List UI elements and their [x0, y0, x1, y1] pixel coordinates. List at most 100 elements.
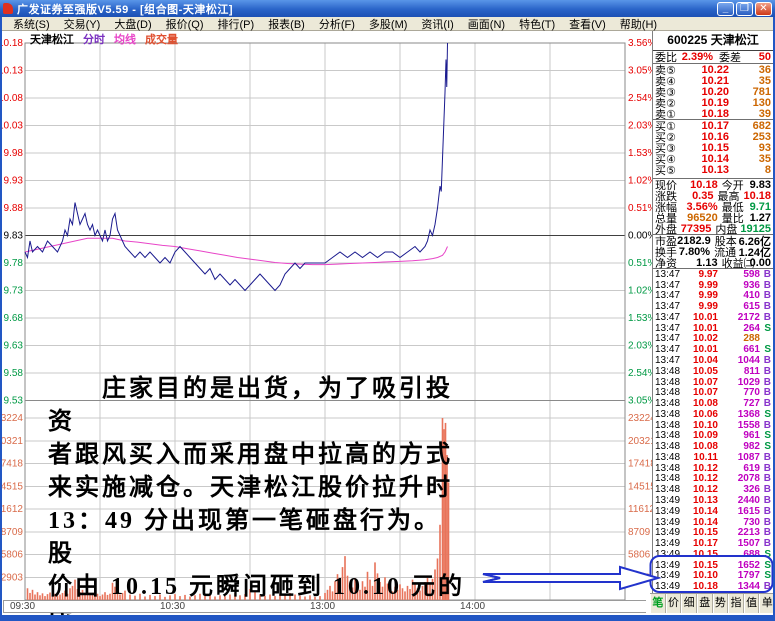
ask-level-row: 卖⑤ 10.22 36	[655, 63, 771, 77]
ask-level-row: 卖① 10.18 39	[655, 107, 771, 121]
transaction-row: 13:48 10.08 982 S	[655, 441, 771, 453]
svg-text:8709: 8709	[1, 527, 24, 538]
svg-text:10.13: 10.13	[0, 66, 23, 77]
menu-bar: 系统(S) 交易(Y) 大盘(D) 报价(Q) 排行(P) 报表(B) 分析(F) 多股(M)…	[2, 17, 773, 31]
menu-item-11[interactable]: 查看(V)	[569, 18, 606, 31]
time-label-13:00: 13:00	[310, 601, 336, 612]
svg-text:10.08: 10.08	[0, 93, 23, 104]
legend-分时: 分时	[83, 34, 105, 46]
svg-text:9.88: 9.88	[4, 203, 24, 214]
svg-text:1.53%: 1.53%	[628, 313, 652, 324]
time-label-14:00: 14:00	[460, 601, 486, 612]
time-label-10:30: 10:30	[160, 601, 186, 612]
close-button[interactable]: ✕	[755, 1, 772, 16]
svg-text:9.68: 9.68	[4, 313, 24, 324]
weibi-value: 2.39%	[681, 51, 713, 63]
menu-item-6[interactable]: 分析(F)	[318, 18, 355, 31]
transaction-row: 13:48 10.11 1087 B	[655, 451, 771, 463]
window-border-right	[773, 17, 775, 621]
svg-text:1.53%: 1.53%	[628, 148, 652, 159]
annotation-text: 庄家目的是出货，为了吸引投资 者跟风买入而采用盘中拉高的方式 来实施减仓。天津松江股…	[48, 373, 466, 621]
svg-text:9.98: 9.98	[4, 148, 24, 159]
stock-name: 天津松江	[710, 33, 759, 47]
chart-stock-name: 天津松江	[30, 34, 74, 46]
quote-panel: 600225 天津松江 委比 2.39% 委差 50 卖⑤ 10.22 36 卖④ 10…	[652, 31, 773, 593]
svg-text:9.93: 9.93	[4, 176, 24, 187]
transaction-row: 13:48 10.07 770 B	[655, 387, 771, 399]
transaction-row: 13:47 10.01 2172 B	[655, 311, 771, 323]
transaction-row: 13:49 10.15 2213 B	[655, 527, 771, 539]
annotation-line: 来实施减仓。天津松江股价拉升时	[48, 475, 453, 501]
info-row-净资: 净资 1.13 收益㈡ 0.00	[655, 256, 771, 270]
svg-text:5806: 5806	[628, 550, 651, 561]
svg-text:17418: 17418	[0, 459, 23, 470]
menu-item-12[interactable]: 帮助(H)	[619, 18, 658, 31]
bid-level-row: 买① 10.17 682	[655, 119, 771, 133]
svg-text:9.58: 9.58	[4, 368, 24, 379]
svg-text:0.51%: 0.51%	[628, 258, 652, 269]
tab-细[interactable]: 细	[681, 594, 697, 613]
menu-item-1[interactable]: 交易(Y)	[63, 18, 101, 31]
transaction-row: 13:49 10.14 730 B	[655, 516, 771, 528]
menu-item-3[interactable]: 报价(Q)	[165, 18, 204, 31]
bid-level-row: 买④ 10.14 35	[655, 152, 771, 166]
svg-text:23224: 23224	[0, 413, 23, 424]
menu-item-2[interactable]: 大盘(D)	[114, 18, 152, 31]
menu-item-5[interactable]: 报表(B)	[268, 18, 305, 31]
svg-text:2.03%: 2.03%	[628, 121, 652, 132]
svg-text:9.78: 9.78	[4, 258, 24, 269]
bid-level-row: 买⑤ 10.13 8	[655, 163, 771, 177]
menu-item-9[interactable]: 画面(N)	[467, 18, 506, 31]
transaction-row: 13:49 10.14 1615 B	[655, 505, 771, 517]
tab-势[interactable]: 势	[712, 594, 729, 613]
tab-值[interactable]: 值	[743, 594, 760, 613]
transaction-row: 13:48 10.07 1029 B	[655, 376, 771, 388]
transaction-row: 13:47 10.04 1044 B	[655, 355, 771, 367]
transaction-row: 13:48 10.12 326 B	[655, 484, 771, 496]
transaction-row: 13:48 10.12 2078 B	[655, 473, 771, 485]
info-row-总量: 总量 96520 量比 1.27	[655, 211, 771, 225]
bid-level-row: 买② 10.16 253	[655, 130, 771, 144]
transaction-row: 13:48 10.09 961 S	[655, 430, 771, 442]
svg-text:1.02%: 1.02%	[628, 176, 652, 187]
tab-价[interactable]: 价	[665, 594, 682, 613]
svg-text:3.56%: 3.56%	[628, 38, 652, 49]
bid-levels: 买① 10.17 682 买② 10.16 253 买③ 10.15 93 买④ 10.14 35 买⑤…	[653, 119, 773, 177]
annotation-line: 庄家目的是出货，为了吸引投资	[48, 376, 453, 435]
transaction-row: 13:47 9.97 598 B	[655, 268, 771, 280]
svg-text:2.54%: 2.54%	[628, 368, 652, 379]
app-logo-icon	[3, 3, 13, 14]
tab-指[interactable]: 指	[728, 594, 744, 613]
window-title: 广发证券至强版V5.59 - [组合图-天津松江]	[17, 3, 234, 16]
window-border-left	[0, 17, 2, 621]
window-border-bottom	[0, 615, 775, 621]
transaction-row: 13:49 10.17 1507 B	[655, 538, 771, 550]
transaction-row: 13:47 10.01 661 S	[655, 344, 771, 356]
svg-text:9.83: 9.83	[4, 231, 24, 242]
svg-text:9.63: 9.63	[4, 341, 24, 352]
tab-笔[interactable]: 笔	[650, 594, 666, 613]
menu-item-7[interactable]: 多股(M)	[368, 18, 408, 31]
svg-text:10.03: 10.03	[0, 121, 23, 132]
ask-level-row: 卖④ 10.21 35	[655, 74, 771, 88]
legend-均线: 均线	[114, 34, 136, 46]
svg-text:3.05%: 3.05%	[628, 396, 652, 407]
menu-item-0[interactable]: 系统(S)	[13, 18, 50, 31]
weibi-label: 委比	[655, 52, 677, 64]
annotation-line: 13：49 分出现第一笔砸盘行为。股	[48, 508, 441, 567]
transaction-row: 13:47 9.99 615 B	[655, 301, 771, 313]
transaction-row: 13:47 10.02 288	[655, 333, 760, 345]
menu-item-4[interactable]: 排行(P)	[217, 18, 255, 31]
stock-code: 600225	[667, 33, 708, 47]
transaction-row: 13:48 10.05 811 B	[655, 365, 771, 377]
svg-text:17418: 17418	[628, 459, 652, 470]
menu-item-10[interactable]: 特色(T)	[519, 18, 556, 31]
restore-button[interactable]: ❐	[736, 1, 753, 16]
minimize-button[interactable]: _	[717, 1, 734, 16]
chart-header: 天津松江 分时 均线 成交量	[30, 31, 178, 46]
tab-盘[interactable]: 盘	[696, 594, 713, 613]
menu-item-8[interactable]: 资讯(I)	[421, 18, 454, 31]
info-row-涨幅: 涨幅 3.56% 最低 9.71	[655, 200, 771, 214]
